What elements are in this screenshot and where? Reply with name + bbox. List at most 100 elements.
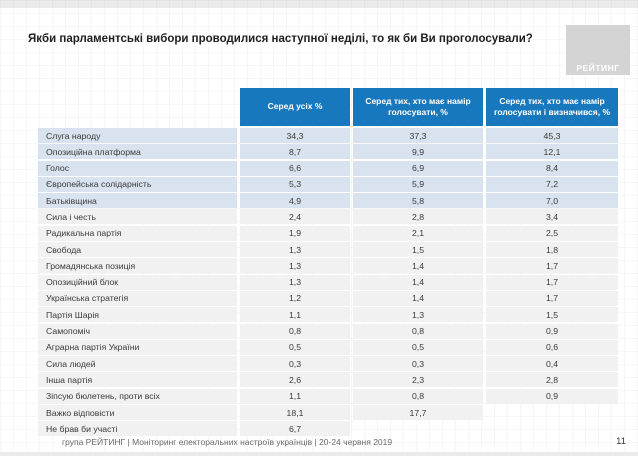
party-name-cell: Важко відповісти	[38, 405, 237, 421]
value-cell: 0,3	[240, 356, 350, 372]
party-name-cell: Голос	[38, 160, 237, 176]
value-cell: 7,2	[486, 176, 618, 192]
party-name-cell: Сила людей	[38, 356, 237, 372]
party-name-cell: Самопоміч	[38, 323, 237, 339]
party-name-cell: Свобода	[38, 242, 237, 258]
table-row: Не брав би участі 6,7	[38, 421, 618, 437]
value-cell: 1,9	[240, 225, 350, 241]
value-cell: 1,8	[486, 242, 618, 258]
table-row: Європейська солідарність 5,3 5,9 7,2	[38, 176, 618, 192]
value-cell: 4,9	[240, 193, 350, 209]
value-cell: 1,7	[486, 274, 618, 290]
table-row: Аграрна партія України 0,5 0,5 0,6	[38, 339, 618, 355]
table-row: Інша партія 2,6 2,3 2,8	[38, 372, 618, 388]
value-cell: 0,9	[486, 323, 618, 339]
table-row: Партія Шарія 1,1 1,3 1,5	[38, 307, 618, 323]
value-cell: 6,9	[353, 160, 483, 176]
table-row: Голос 6,6 6,9 8,4	[38, 160, 618, 176]
value-cell: 37,3	[353, 128, 483, 143]
value-cell: 1,3	[240, 258, 350, 274]
value-cell: 0,5	[240, 339, 350, 355]
party-name-cell: Радикальна партія	[38, 225, 237, 241]
value-cell: 0,3	[353, 356, 483, 372]
value-cell: 0,5	[353, 339, 483, 355]
table-row: Українська стратегія 1,2 1,4 1,7	[38, 290, 618, 306]
table-row: Свобода 1,3 1,5 1,8	[38, 242, 618, 258]
logo-wordmark: РЕЙТИНГ	[576, 63, 620, 73]
table-row: Громадянська позиція 1,3 1,4 1,7	[38, 258, 618, 274]
value-cell: 7,0	[486, 193, 618, 209]
value-cell: 17,7	[353, 405, 483, 421]
header-cell-empty	[38, 88, 237, 126]
value-cell: 2,3	[353, 372, 483, 388]
value-cell: 0,6	[486, 339, 618, 355]
table-row: Слуга народу 34,3 37,3 45,3	[38, 128, 618, 143]
value-cell: 5,3	[240, 176, 350, 192]
value-cell: 1,3	[240, 274, 350, 290]
party-name-cell: Батьківщина	[38, 193, 237, 209]
value-cell: 1,3	[240, 242, 350, 258]
value-cell: 0,8	[240, 323, 350, 339]
value-cell: 1,1	[240, 307, 350, 323]
value-cell: 1,4	[353, 258, 483, 274]
value-cell: 18,1	[240, 405, 350, 421]
table-row: Важко відповісти 18,1 17,7	[38, 405, 618, 421]
value-cell	[486, 405, 618, 420]
value-cell: 2,8	[486, 372, 618, 388]
value-cell	[486, 421, 618, 436]
value-cell: 0,8	[353, 388, 483, 404]
value-cell: 3,4	[486, 209, 618, 225]
value-cell: 34,3	[240, 128, 350, 143]
party-name-cell: Українська стратегія	[38, 290, 237, 306]
value-cell: 0,4	[486, 356, 618, 372]
value-cell: 5,8	[353, 193, 483, 209]
table-body: Слуга народу 34,3 37,3 45,3 Опозиційна платф…	[38, 128, 618, 437]
value-cell	[353, 421, 483, 436]
value-cell: 2,6	[240, 372, 350, 388]
table-row: Радикальна партія 1,9 2,1 2,5	[38, 225, 618, 241]
value-cell: 1,7	[486, 258, 618, 274]
value-cell: 2,1	[353, 225, 483, 241]
value-cell: 2,4	[240, 209, 350, 225]
table-row: Сила людей 0,3 0,3 0,4	[38, 356, 618, 372]
value-cell: 12,1	[486, 144, 618, 160]
value-cell: 5,9	[353, 176, 483, 192]
value-cell: 8,4	[486, 160, 618, 176]
footer-source-text: група РЕЙТИНГ | Моніторинг електоральних…	[62, 437, 393, 447]
party-name-cell: Опозиційний блок	[38, 274, 237, 290]
value-cell: 6,6	[240, 160, 350, 176]
rating-group-logo: РЕЙТИНГ	[566, 25, 630, 75]
value-cell: 9,9	[353, 144, 483, 160]
page-number: 11	[616, 436, 626, 447]
party-name-cell: Європейська солідарність	[38, 176, 237, 192]
party-name-cell: Опозиційна платформа	[38, 144, 237, 160]
table-row: Самопоміч 0,8 0,8 0,9	[38, 323, 618, 339]
value-cell: 6,7	[240, 421, 350, 437]
party-name-cell: Слуга народу	[38, 128, 237, 143]
value-cell: 1,3	[353, 307, 483, 323]
value-cell: 0,8	[353, 323, 483, 339]
header-cell-decided: Серед тих, хто має намір голосувати і ви…	[486, 88, 618, 126]
value-cell: 1,7	[486, 290, 618, 306]
party-name-cell: Сила і честь	[38, 209, 237, 225]
value-cell: 1,5	[486, 307, 618, 323]
value-cell: 8,7	[240, 144, 350, 160]
table-row: Сила і честь 2,4 2,8 3,4	[38, 209, 618, 225]
table-row: Батьківщина 4,9 5,8 7,0	[38, 193, 618, 209]
value-cell: 45,3	[486, 128, 618, 143]
party-name-cell: Не брав би участі	[38, 421, 237, 437]
poll-results-table: Серед усіх % Серед тих, хто має намір го…	[38, 88, 618, 438]
table-row: Зіпсую бюлетень, проти всіх 1,1 0,8 0,9	[38, 388, 618, 404]
value-cell: 2,8	[353, 209, 483, 225]
value-cell: 1,4	[353, 290, 483, 306]
value-cell: 2,5	[486, 225, 618, 241]
page-title: Якби парламентські вибори проводилися на…	[28, 33, 533, 45]
value-cell: 1,5	[353, 242, 483, 258]
party-name-cell: Партія Шарія	[38, 307, 237, 323]
slide-bottom-border	[0, 452, 638, 456]
table-row: Опозиційний блок 1,3 1,4 1,7	[38, 274, 618, 290]
value-cell: 1,4	[353, 274, 483, 290]
value-cell: 1,1	[240, 388, 350, 404]
party-name-cell: Інша партія	[38, 372, 237, 388]
table-header-row: Серед усіх % Серед тих, хто має намір го…	[38, 88, 618, 126]
